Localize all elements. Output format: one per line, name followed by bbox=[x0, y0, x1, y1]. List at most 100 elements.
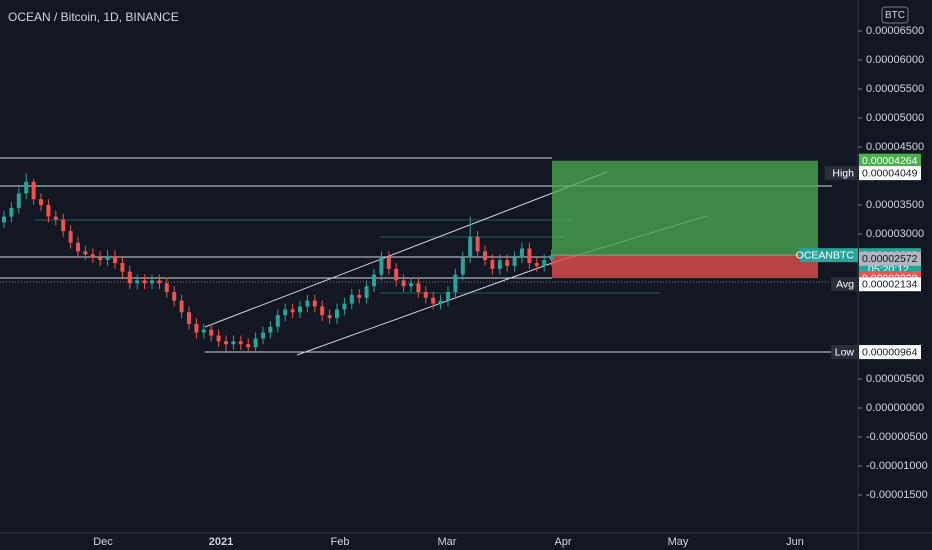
candle-body bbox=[61, 219, 66, 232]
price-label-name-box bbox=[831, 345, 858, 360]
candle-body bbox=[468, 236, 473, 258]
candle-body bbox=[31, 181, 36, 200]
price-label-box bbox=[859, 345, 921, 360]
candle-body bbox=[372, 274, 376, 287]
candle-body bbox=[39, 199, 43, 205]
y-tick-label: 0.00003500 bbox=[866, 199, 924, 211]
price-label: 0.00002572 bbox=[862, 253, 918, 265]
x-tick-label: Jun bbox=[786, 536, 804, 548]
candle-body bbox=[24, 181, 29, 194]
candle-body bbox=[520, 248, 524, 258]
y-tick-label: 0.00004500 bbox=[866, 141, 924, 153]
candle-body bbox=[320, 306, 325, 316]
candle-body bbox=[135, 280, 140, 284]
candle-body bbox=[187, 312, 191, 324]
candle-body bbox=[224, 341, 228, 345]
candle-body bbox=[90, 254, 95, 258]
price-label-name-box bbox=[831, 277, 858, 292]
channel-line bbox=[296, 261, 556, 356]
x-tick-label: 2021 bbox=[209, 536, 233, 548]
y-tick-label: 0.00000500 bbox=[866, 373, 924, 385]
candle-body bbox=[157, 280, 162, 284]
y-tick-label: 0.00005000 bbox=[866, 112, 924, 124]
candle-body bbox=[76, 242, 80, 252]
x-tick-label: Apr bbox=[554, 536, 571, 548]
candle-body bbox=[201, 329, 206, 333]
candle-body bbox=[335, 309, 339, 319]
x-tick-label: May bbox=[668, 536, 689, 548]
price-label: 0.00004049 bbox=[862, 167, 918, 179]
candle-body bbox=[194, 323, 199, 333]
y-tick-label: 0.00000000 bbox=[866, 402, 924, 414]
candle-body bbox=[46, 204, 51, 217]
price-label-box bbox=[859, 166, 921, 181]
y-tick-label: 0.00006500 bbox=[866, 25, 924, 37]
price-label-name: Avg bbox=[836, 279, 854, 291]
candle-body bbox=[127, 271, 132, 284]
price-label-name-box bbox=[799, 248, 858, 263]
candle-body bbox=[261, 332, 265, 339]
candle-body bbox=[53, 216, 58, 220]
candle-body bbox=[164, 283, 169, 292]
y-tick-label: 0.00005500 bbox=[866, 83, 924, 95]
candle-body bbox=[446, 291, 450, 301]
candle-body bbox=[305, 300, 310, 307]
candle-body bbox=[549, 255, 554, 261]
currency[interactable]: BTC bbox=[885, 10, 905, 21]
loss-zone bbox=[552, 255, 818, 279]
candle-body bbox=[416, 283, 421, 292]
candle-body bbox=[9, 207, 14, 217]
candle-body bbox=[401, 280, 406, 287]
candle-body bbox=[179, 300, 184, 313]
x-tick-label: Mar bbox=[438, 536, 457, 548]
candle-body bbox=[386, 257, 391, 269]
candle-body bbox=[312, 300, 317, 307]
candle-body bbox=[172, 291, 177, 301]
candle-body bbox=[357, 294, 362, 298]
x-tick-label: Feb bbox=[331, 536, 350, 548]
candle-body bbox=[275, 315, 280, 327]
candle-body bbox=[142, 280, 147, 284]
candle-body bbox=[483, 251, 487, 261]
candle-body bbox=[431, 297, 436, 304]
price-label-box bbox=[859, 277, 921, 292]
price-label-name: High bbox=[832, 167, 854, 179]
candle-body bbox=[342, 303, 347, 310]
price-label-name: Low bbox=[835, 346, 855, 358]
price-label: 0.00000964 bbox=[862, 346, 918, 358]
y-tick-label: 0.00006000 bbox=[866, 54, 924, 66]
candle-body bbox=[268, 326, 273, 333]
candle-body bbox=[83, 251, 88, 255]
candle-body bbox=[113, 256, 117, 263]
candle-body bbox=[534, 262, 539, 266]
y-tick-label: 0.00003000 bbox=[866, 228, 924, 240]
candle-body bbox=[438, 300, 443, 304]
y-tick-label: -0.00001000 bbox=[866, 460, 928, 472]
candle-body bbox=[394, 268, 399, 281]
candle-body bbox=[475, 236, 480, 252]
candle-body bbox=[379, 257, 384, 275]
price-label: 0.00002134 bbox=[862, 279, 918, 291]
candle-body bbox=[246, 344, 251, 348]
candle-body bbox=[364, 286, 369, 298]
profit-zone bbox=[552, 160, 818, 256]
candle-body bbox=[98, 257, 103, 261]
x-tick-label: Dec bbox=[93, 536, 113, 548]
candle-body bbox=[460, 257, 465, 275]
currency-button[interactable] bbox=[881, 6, 909, 24]
price-label-box bbox=[859, 251, 921, 266]
candle-body bbox=[453, 274, 458, 292]
candle-body bbox=[105, 256, 110, 261]
candle-body bbox=[490, 260, 495, 269]
candle-body bbox=[216, 335, 221, 342]
candle-body bbox=[209, 329, 214, 336]
chart-title: OCEAN / Bitcoin, 1D, BINANCE bbox=[8, 10, 179, 24]
candle-body bbox=[409, 283, 413, 287]
candle-body bbox=[16, 193, 21, 208]
candle-body bbox=[231, 341, 236, 345]
channel-line bbox=[204, 171, 608, 328]
candle-body bbox=[238, 341, 243, 345]
candle-body bbox=[327, 315, 332, 319]
candle-body bbox=[497, 260, 502, 269]
